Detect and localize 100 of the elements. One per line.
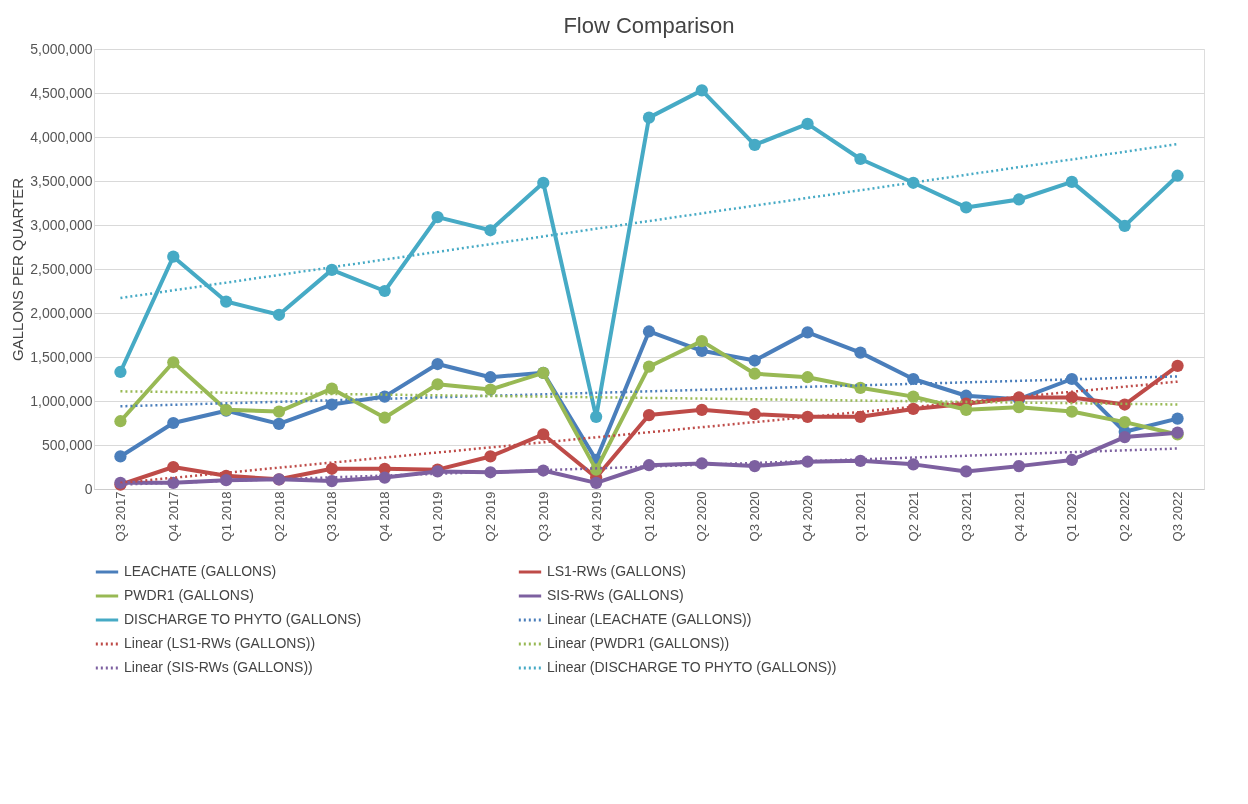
- point: [220, 295, 233, 308]
- point: [167, 250, 180, 263]
- y-tick-label: 5,000,000: [30, 40, 93, 57]
- y-axis-title: GALLONS PER QUARTER: [9, 177, 27, 362]
- point: [1012, 401, 1026, 414]
- point: [748, 408, 761, 421]
- point: [484, 383, 497, 396]
- y-tick-label: 500,000: [41, 436, 93, 453]
- point: [378, 411, 391, 424]
- point: [907, 458, 920, 471]
- x-tick-label: Q3 2021: [958, 491, 974, 542]
- x-tick-label: Q1 2021: [852, 491, 868, 542]
- legend-label: Linear (PWDR1 (GALLONS)): [547, 635, 730, 651]
- legend-label: SIS-RWs (GALLONS): [547, 587, 684, 603]
- x-tick-label: Q3 2020: [747, 491, 763, 542]
- legend-label: DISCHARGE TO PHYTO (GALLONS): [124, 611, 362, 627]
- point: [907, 372, 920, 386]
- point: [167, 356, 180, 369]
- chart-title: Flow Comparison: [563, 13, 735, 38]
- point: [1171, 169, 1184, 182]
- x-tick-label: Q2 2018: [271, 491, 287, 542]
- legend-label: LS1-RWs (GALLONS): [547, 563, 686, 579]
- legend-label: LEACHATE (GALLONS): [124, 563, 277, 579]
- point: [114, 365, 127, 379]
- point: [1065, 405, 1078, 418]
- legend-label: PWDR1 (GALLONS): [124, 587, 254, 603]
- point: [431, 378, 444, 391]
- point: [272, 417, 286, 430]
- x-tick-label: Q1 2020: [641, 491, 657, 542]
- point: [960, 201, 973, 214]
- legend-label: Linear (SIS-RWs (GALLONS)): [124, 659, 313, 675]
- point: [590, 410, 603, 423]
- y-tick-label: 0: [84, 480, 93, 497]
- point: [801, 371, 814, 384]
- x-tick-label: Q3 2019: [535, 491, 551, 542]
- point: [590, 476, 603, 489]
- point: [537, 428, 550, 441]
- y-tick-label: 2,500,000: [30, 260, 93, 277]
- point: [642, 408, 656, 422]
- point: [484, 224, 497, 237]
- x-tick-label: Q2 2019: [482, 491, 498, 542]
- x-tick-label: Q4 2020: [800, 491, 816, 542]
- point: [325, 398, 338, 411]
- point: [1065, 453, 1078, 467]
- point: [642, 360, 656, 373]
- x-tick-label: Q2 2021: [905, 491, 921, 542]
- point: [854, 346, 867, 359]
- point: [484, 450, 497, 463]
- x-tick-label: Q2 2022: [1117, 491, 1133, 542]
- point: [1012, 193, 1026, 206]
- x-tick-label: Q1 2022: [1064, 491, 1080, 542]
- point: [431, 357, 444, 371]
- point: [801, 117, 814, 130]
- point: [325, 382, 338, 395]
- legend-label: Linear (DISCHARGE TO PHYTO (GALLONS)): [547, 659, 837, 675]
- x-tick-label: Q3 2018: [324, 491, 340, 542]
- y-tick-label: 4,500,000: [30, 84, 93, 101]
- y-tick-label: 4,000,000: [30, 128, 93, 145]
- x-tick-label: Q1 2019: [430, 491, 446, 542]
- point: [114, 450, 127, 463]
- point: [167, 460, 180, 474]
- point: [960, 465, 973, 478]
- point: [1118, 416, 1131, 429]
- point: [272, 308, 286, 321]
- point: [748, 460, 761, 473]
- legend-label: Linear (LEACHATE (GALLONS)): [547, 611, 752, 627]
- point: [1118, 219, 1131, 232]
- x-tick-label: Q3 2017: [112, 491, 128, 542]
- y-tick-label: 3,500,000: [30, 172, 93, 189]
- point: [325, 474, 338, 488]
- point: [748, 354, 761, 367]
- x-tick-label: Q1 2018: [218, 491, 234, 542]
- point: [1065, 175, 1078, 188]
- point: [695, 403, 708, 416]
- point: [167, 416, 180, 430]
- x-tick-label: Q4 2021: [1011, 491, 1027, 542]
- x-tick-label: Q3 2022: [1170, 491, 1186, 542]
- y-tick-label: 1,000,000: [30, 392, 93, 409]
- point: [748, 367, 761, 380]
- point: [854, 152, 867, 166]
- point: [1012, 460, 1026, 473]
- point: [748, 138, 761, 152]
- x-tick-label: Q4 2019: [588, 491, 604, 542]
- y-tick-label: 1,500,000: [30, 348, 93, 365]
- point: [484, 371, 497, 384]
- point: [325, 462, 338, 475]
- y-tick-label: 3,000,000: [30, 216, 93, 233]
- legend-label: Linear (LS1-RWs (GALLONS)): [124, 635, 316, 651]
- point: [272, 405, 286, 418]
- point: [325, 263, 338, 276]
- point: [1171, 359, 1184, 372]
- point: [642, 325, 656, 338]
- point: [695, 84, 708, 97]
- point: [801, 326, 814, 339]
- x-tick-label: Q4 2017: [165, 491, 181, 542]
- point: [431, 210, 444, 224]
- point: [1065, 391, 1078, 404]
- point: [114, 415, 127, 428]
- point: [1171, 412, 1184, 425]
- point: [1118, 430, 1131, 444]
